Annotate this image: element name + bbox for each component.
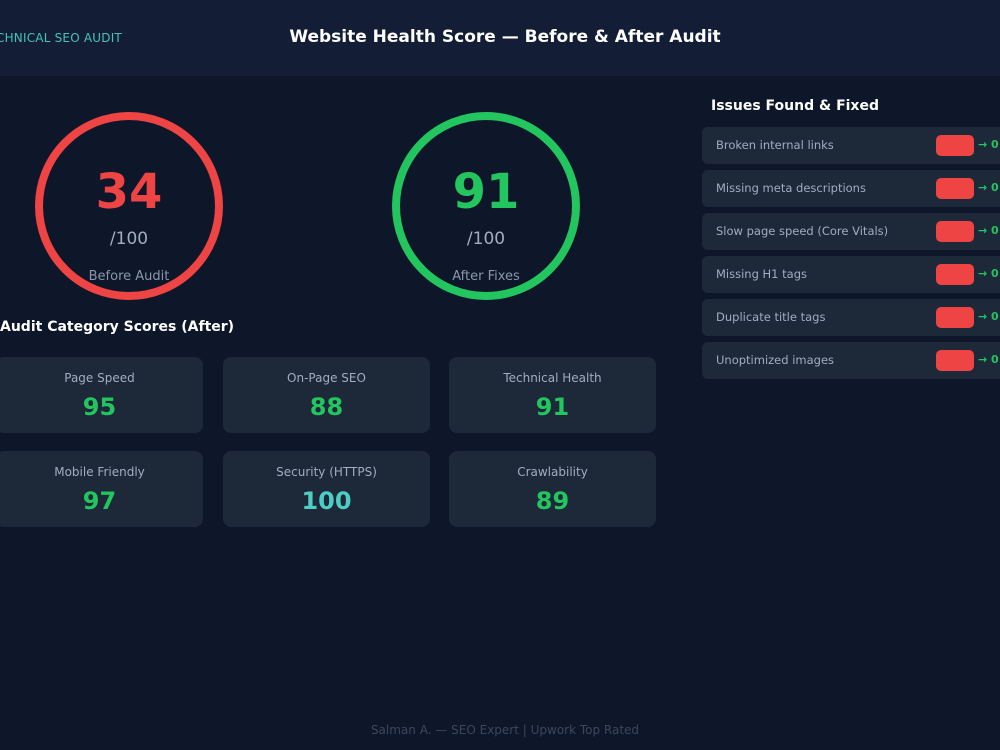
before-score-ring	[35, 112, 223, 300]
category-label: Mobile Friendly	[54, 465, 145, 479]
category-label: Technical Health	[503, 371, 602, 385]
issue-fixed-count: → 0	[978, 310, 999, 323]
issues-section-title: Issues Found & Fixed	[711, 98, 879, 114]
category-section-title: Audit Category Scores (After)	[0, 319, 235, 335]
category-value: 97	[82, 487, 117, 515]
issue-before-badge	[936, 307, 974, 328]
issue-before-badge	[936, 264, 974, 285]
issue-row-meta-descriptions: Missing meta descriptions → 0	[702, 170, 1000, 207]
category-label: On-Page SEO	[287, 371, 366, 385]
issue-label: Missing meta descriptions	[716, 181, 866, 195]
issue-label: Unoptimized images	[716, 353, 835, 367]
category-card-crawlability: Crawlability 89	[449, 451, 656, 527]
after-score-value: 91	[452, 164, 520, 220]
after-score-label: After Fixes	[452, 269, 520, 284]
issue-label: Duplicate title tags	[716, 310, 826, 324]
issue-fixed-count: → 0	[978, 267, 999, 280]
issue-label: Missing H1 tags	[716, 267, 808, 281]
issue-row-page-speed: Slow page speed (Core Vitals) → 0	[702, 213, 1000, 250]
issue-fixed-count: → 0	[978, 224, 999, 237]
before-score-max: /100	[109, 229, 149, 249]
issue-before-badge	[936, 135, 974, 156]
footer-credit: Salman A. — SEO Expert | Upwork Top Rate…	[370, 723, 640, 737]
header-bar: CHNICAL SEO AUDIT Website Health Score —…	[0, 0, 1000, 76]
issue-row-h1-tags: Missing H1 tags → 0	[702, 256, 1000, 293]
category-label: Page Speed	[64, 371, 135, 385]
before-score-label: Before Audit	[88, 269, 170, 284]
issue-row-duplicate-titles: Duplicate title tags → 0	[702, 299, 1000, 336]
after-score-max: /100	[466, 229, 506, 249]
issue-before-badge	[936, 221, 974, 242]
issue-fixed-count: → 0	[978, 181, 999, 194]
after-score-ring	[392, 112, 580, 300]
issue-before-badge	[936, 350, 974, 371]
before-score-value: 34	[95, 164, 163, 220]
category-card-on-page-seo: On-Page SEO 88	[223, 357, 430, 433]
category-label: Crawlability	[517, 465, 588, 479]
page-title: Website Health Score — Before & After Au…	[289, 27, 721, 47]
issue-label: Slow page speed (Core Vitals)	[716, 224, 889, 238]
category-card-mobile-friendly: Mobile Friendly 97	[0, 451, 203, 527]
category-value: 88	[309, 393, 344, 421]
category-card-technical-health: Technical Health 91	[449, 357, 656, 433]
category-value: 100	[301, 487, 352, 515]
category-card-security-https: Security (HTTPS) 100	[223, 451, 430, 527]
category-card-page-speed: Page Speed 95	[0, 357, 203, 433]
category-label: Security (HTTPS)	[276, 465, 377, 479]
issue-fixed-count: → 0	[978, 353, 999, 366]
issue-before-badge	[936, 178, 974, 199]
category-value: 91	[535, 393, 570, 421]
brand-label: CHNICAL SEO AUDIT	[0, 31, 122, 45]
category-value: 95	[82, 393, 117, 421]
issue-row-broken-links: Broken internal links → 0	[702, 127, 1000, 164]
issue-row-unoptimized-images: Unoptimized images → 0	[702, 342, 1000, 379]
category-value: 89	[535, 487, 570, 515]
issue-fixed-count: → 0	[978, 138, 999, 151]
issue-label: Broken internal links	[716, 138, 834, 152]
